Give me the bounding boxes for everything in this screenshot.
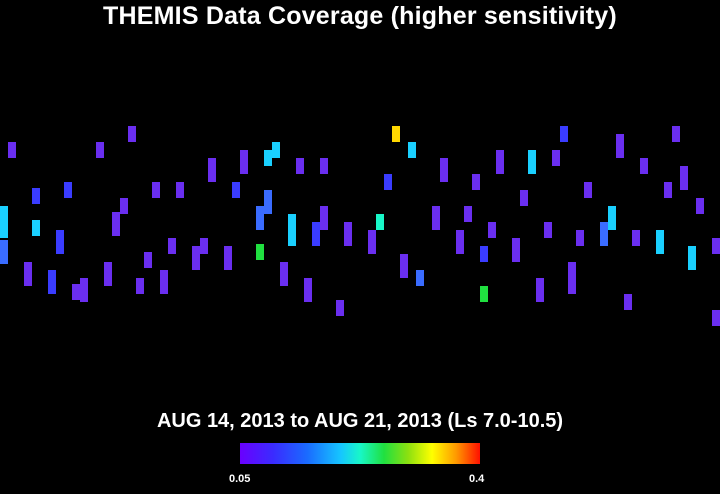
coverage-strip bbox=[160, 270, 168, 294]
coverage-strip bbox=[552, 150, 560, 166]
coverage-strip bbox=[528, 150, 536, 174]
coverage-strip bbox=[696, 198, 704, 214]
coverage-strip bbox=[32, 188, 40, 204]
coverage-strip bbox=[344, 222, 352, 246]
coverage-strip bbox=[320, 206, 328, 230]
coverage-strip bbox=[32, 220, 40, 236]
coverage-strip bbox=[144, 252, 152, 268]
coverage-strip bbox=[24, 262, 32, 286]
coverage-strip bbox=[624, 294, 632, 310]
coverage-strip bbox=[496, 150, 504, 174]
coverage-strip bbox=[480, 286, 488, 302]
colorbar-max-label: 0.4 bbox=[469, 473, 485, 485]
coverage-strip bbox=[104, 262, 112, 286]
coverage-strip bbox=[488, 222, 496, 238]
coverage-strip bbox=[296, 158, 304, 174]
coverage-strip bbox=[440, 158, 448, 182]
coverage-strip bbox=[232, 182, 240, 198]
coverage-strip bbox=[128, 126, 136, 142]
coverage-strip bbox=[712, 238, 720, 254]
coverage-strip bbox=[600, 222, 608, 246]
coverage-strip bbox=[64, 182, 72, 198]
coverage-strip bbox=[0, 206, 8, 238]
coverage-strip bbox=[560, 126, 568, 142]
coverage-strip bbox=[256, 206, 264, 230]
coverage-strip bbox=[8, 142, 16, 158]
coverage-strip bbox=[176, 182, 184, 198]
coverage-strip bbox=[136, 278, 144, 294]
coverage-strip bbox=[608, 206, 616, 230]
coverage-strip bbox=[584, 182, 592, 198]
coverage-strip bbox=[456, 230, 464, 254]
coverage-strip bbox=[680, 166, 688, 190]
coverage-strip bbox=[376, 214, 384, 230]
coverage-strip bbox=[168, 238, 176, 254]
coverage-strip bbox=[288, 214, 296, 246]
coverage-strip bbox=[48, 270, 56, 294]
coverage-strip bbox=[112, 212, 120, 236]
colorbar-min-label: 0.05 bbox=[229, 473, 251, 485]
coverage-strip bbox=[56, 230, 64, 254]
coverage-strip bbox=[512, 238, 520, 262]
coverage-strip bbox=[464, 206, 472, 222]
coverage-strip bbox=[408, 142, 416, 158]
coverage-strip bbox=[400, 254, 408, 278]
coverage-strip bbox=[72, 284, 80, 300]
coverage-strip bbox=[368, 230, 376, 254]
coverage-strip bbox=[520, 190, 528, 206]
coverage-strip bbox=[664, 182, 672, 198]
coverage-strip bbox=[120, 198, 128, 214]
coverage-strip bbox=[544, 222, 552, 238]
page-title: THEMIS Data Coverage (higher sensitivity… bbox=[103, 2, 617, 30]
coverage-strip bbox=[712, 310, 720, 326]
coverage-strip bbox=[0, 240, 8, 264]
coverage-strip bbox=[632, 230, 640, 246]
coverage-strip bbox=[568, 262, 576, 294]
coverage-strip bbox=[320, 158, 328, 174]
coverage-strip bbox=[200, 238, 208, 254]
coverage-strip bbox=[192, 246, 200, 270]
coverage-strip bbox=[272, 142, 280, 158]
coverage-strip bbox=[208, 158, 216, 182]
coverage-strip bbox=[472, 174, 480, 190]
coverage-strip bbox=[432, 206, 440, 230]
colorbar bbox=[240, 443, 480, 464]
coverage-strip bbox=[224, 246, 232, 270]
coverage-strip bbox=[616, 134, 624, 158]
coverage-strip bbox=[416, 270, 424, 286]
coverage-strip bbox=[80, 278, 88, 302]
coverage-strip bbox=[152, 182, 160, 198]
coverage-strip bbox=[656, 230, 664, 254]
coverage-strip bbox=[304, 278, 312, 302]
coverage-strip bbox=[536, 278, 544, 302]
coverage-strip bbox=[256, 244, 264, 260]
coverage-strip bbox=[672, 126, 680, 142]
coverage-strip bbox=[576, 230, 584, 246]
coverage-strip bbox=[280, 262, 288, 286]
coverage-strip bbox=[240, 150, 248, 174]
coverage-strip bbox=[384, 174, 392, 190]
coverage-strip bbox=[96, 142, 104, 158]
coverage-strip bbox=[312, 222, 320, 246]
coverage-strip bbox=[392, 126, 400, 142]
coverage-strip bbox=[264, 150, 272, 166]
date-range-label: AUG 14, 2013 to AUG 21, 2013 (Ls 7.0-10.… bbox=[156, 410, 564, 432]
coverage-strip bbox=[640, 158, 648, 174]
coverage-strip bbox=[480, 246, 488, 262]
coverage-strip bbox=[336, 300, 344, 316]
coverage-strip bbox=[264, 190, 272, 214]
coverage-strip bbox=[688, 246, 696, 270]
